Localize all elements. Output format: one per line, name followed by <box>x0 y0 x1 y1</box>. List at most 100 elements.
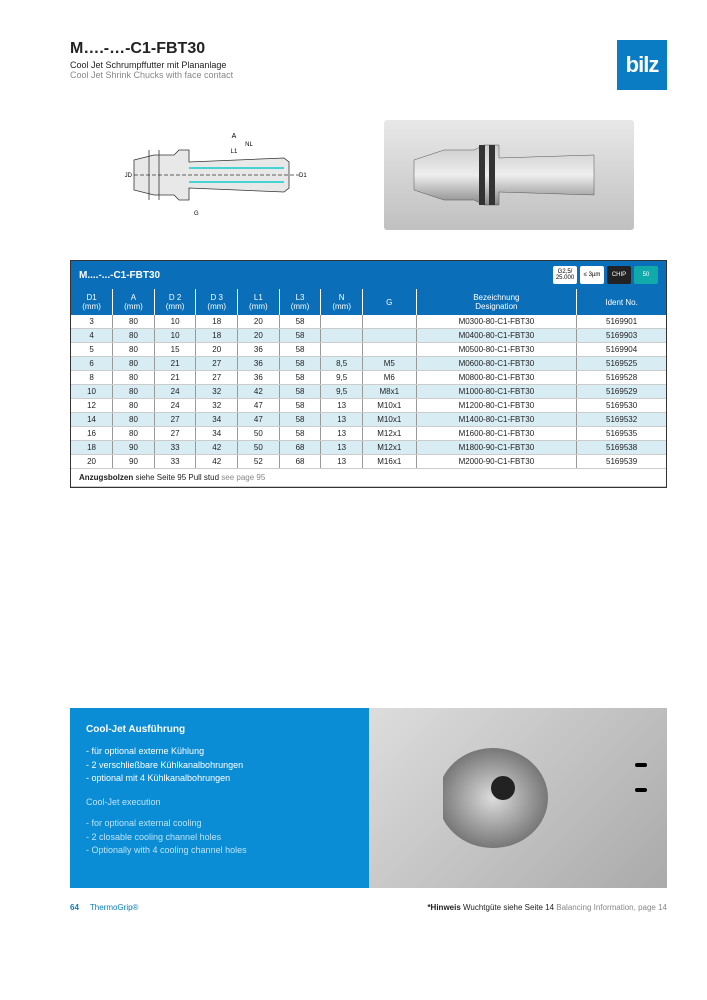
table-cell: 9,5 <box>321 385 363 399</box>
spec-badge: ≤ 3µm <box>580 266 604 284</box>
table-row: 58015203658M0500-80-C1-FBT305169904 <box>71 343 666 357</box>
svg-text:A: A <box>231 133 236 140</box>
table-row: 12802432475813M10x1M1200-80-C1-FBT305169… <box>71 399 666 413</box>
table-cell: 20 <box>71 455 113 469</box>
table-cell: 47 <box>238 413 280 427</box>
col-header: N(mm) <box>321 289 363 315</box>
table-row: 16802734505813M12x1M1600-80-C1-FBT305169… <box>71 427 666 441</box>
table-cell: 90 <box>113 441 155 455</box>
technical-drawing: A NL L1 JD G D1 <box>104 120 354 230</box>
footer-left: 64 ThermoGrip® <box>70 903 138 912</box>
footer-right: *Hinweis Wuchtgüte siehe Seite 14 Balanc… <box>427 903 667 912</box>
product-photo <box>384 120 634 230</box>
table-cell: M0600-80-C1-FBT30 <box>416 357 577 371</box>
table-cell: 24 <box>154 385 196 399</box>
svg-text:G: G <box>194 211 199 217</box>
table-cell: 50 <box>238 441 280 455</box>
table-cell: 58 <box>279 329 321 343</box>
table-cell: 36 <box>238 343 280 357</box>
table-cell: 42 <box>196 441 238 455</box>
spec-badge: CHIP <box>607 266 631 284</box>
table-cell: M0800-80-C1-FBT30 <box>416 371 577 385</box>
title-block: M….-…-C1-FBT30 Cool Jet Schrumpffutter m… <box>70 40 233 80</box>
table-cell: 27 <box>196 371 238 385</box>
table-header-bar: M....-...-C1-FBT30 G2,5/25.000≤ 3µmCHIP5… <box>71 261 666 289</box>
table-cell: 58 <box>279 357 321 371</box>
col-header: A(mm) <box>113 289 155 315</box>
info-title-en: Cool-Jet execution <box>86 796 353 810</box>
table-row: 38010182058M0300-80-C1-FBT305169901 <box>71 315 666 329</box>
detail-dot-1 <box>635 763 647 767</box>
table-cell: 27 <box>154 427 196 441</box>
page-header: M….-…-C1-FBT30 Cool Jet Schrumpffutter m… <box>70 40 667 90</box>
table-cell: 8 <box>71 371 113 385</box>
table-cell: 20 <box>238 315 280 329</box>
table-cell: M5 <box>362 357 416 371</box>
table-cell: 58 <box>279 385 321 399</box>
info-product-photo <box>369 708 668 888</box>
table-row: 20903342526813M16x1M2000-90-C1-FBT305169… <box>71 455 666 469</box>
table-cell: M10x1 <box>362 413 416 427</box>
table-cell: M1200-80-C1-FBT30 <box>416 399 577 413</box>
table-cell: 14 <box>71 413 113 427</box>
table-cell: 10 <box>71 385 113 399</box>
spec-badge: 50 <box>634 266 658 284</box>
table-cell: 36 <box>238 357 280 371</box>
table-cell: M12x1 <box>362 441 416 455</box>
svg-text:JD: JD <box>124 173 132 179</box>
table-cell: 34 <box>196 427 238 441</box>
table-row: 880212736589,5M6M0800-80-C1-FBT305169528 <box>71 371 666 385</box>
page-footer: 64 ThermoGrip® *Hinweis Wuchtgüte siehe … <box>70 903 667 912</box>
page-title: M….-…-C1-FBT30 <box>70 40 233 58</box>
table-cell: 32 <box>196 399 238 413</box>
table-cell: 80 <box>113 329 155 343</box>
col-header: D1(mm) <box>71 289 113 315</box>
detail-dot-2 <box>635 788 647 792</box>
table-cell: M6 <box>362 371 416 385</box>
table-cell <box>362 315 416 329</box>
table-cell: M1000-80-C1-FBT30 <box>416 385 577 399</box>
table-cell: 52 <box>238 455 280 469</box>
table-cell: 50 <box>238 427 280 441</box>
table-cell: 21 <box>154 371 196 385</box>
table-cell: 32 <box>196 385 238 399</box>
table-cell: 68 <box>279 441 321 455</box>
table-cell: 13 <box>321 399 363 413</box>
svg-text:NL: NL <box>245 142 253 148</box>
diagram-row: A NL L1 JD G D1 <box>70 110 667 240</box>
info-lines-de: - für optional externe Kühlung- 2 versch… <box>86 745 353 786</box>
table-cell <box>362 343 416 357</box>
table-cell: M12x1 <box>362 427 416 441</box>
table-cell: 13 <box>321 455 363 469</box>
table-cell: 3 <box>71 315 113 329</box>
table-cell: 16 <box>71 427 113 441</box>
table-cell: 18 <box>196 315 238 329</box>
svg-text:D1: D1 <box>299 173 307 179</box>
table-cell: 13 <box>321 427 363 441</box>
table-cell: M0500-80-C1-FBT30 <box>416 343 577 357</box>
col-header: D 2(mm) <box>154 289 196 315</box>
table-cell: 33 <box>154 441 196 455</box>
footer-hint-label: *Hinweis <box>427 903 460 912</box>
subtitle-en: Cool Jet Shrink Chucks with face contact <box>70 70 233 80</box>
table-cell: M10x1 <box>362 399 416 413</box>
table-cell: 80 <box>113 371 155 385</box>
table-cell: 24 <box>154 399 196 413</box>
table-cell: 10 <box>154 315 196 329</box>
table-row: 48010182058M0400-80-C1-FBT305169903 <box>71 329 666 343</box>
table-cell: 80 <box>113 357 155 371</box>
table-cell: 80 <box>113 427 155 441</box>
col-header: D 3(mm) <box>196 289 238 315</box>
info-title-de: Cool-Jet Ausführung <box>86 722 353 737</box>
footer-hint-en: Balancing Information, page 14 <box>554 903 667 912</box>
table-cell: 58 <box>279 315 321 329</box>
table-cell: M2000-90-C1-FBT30 <box>416 455 577 469</box>
col-header: L1(mm) <box>238 289 280 315</box>
table-cell: 80 <box>113 315 155 329</box>
table-cell: 8,5 <box>321 357 363 371</box>
table-cell: 20 <box>238 329 280 343</box>
col-header: Ident No. <box>577 289 666 315</box>
spec-badges: G2,5/25.000≤ 3µmCHIP50 <box>553 266 658 284</box>
table-cell: 15 <box>154 343 196 357</box>
table-cell: M1600-80-C1-FBT30 <box>416 427 577 441</box>
